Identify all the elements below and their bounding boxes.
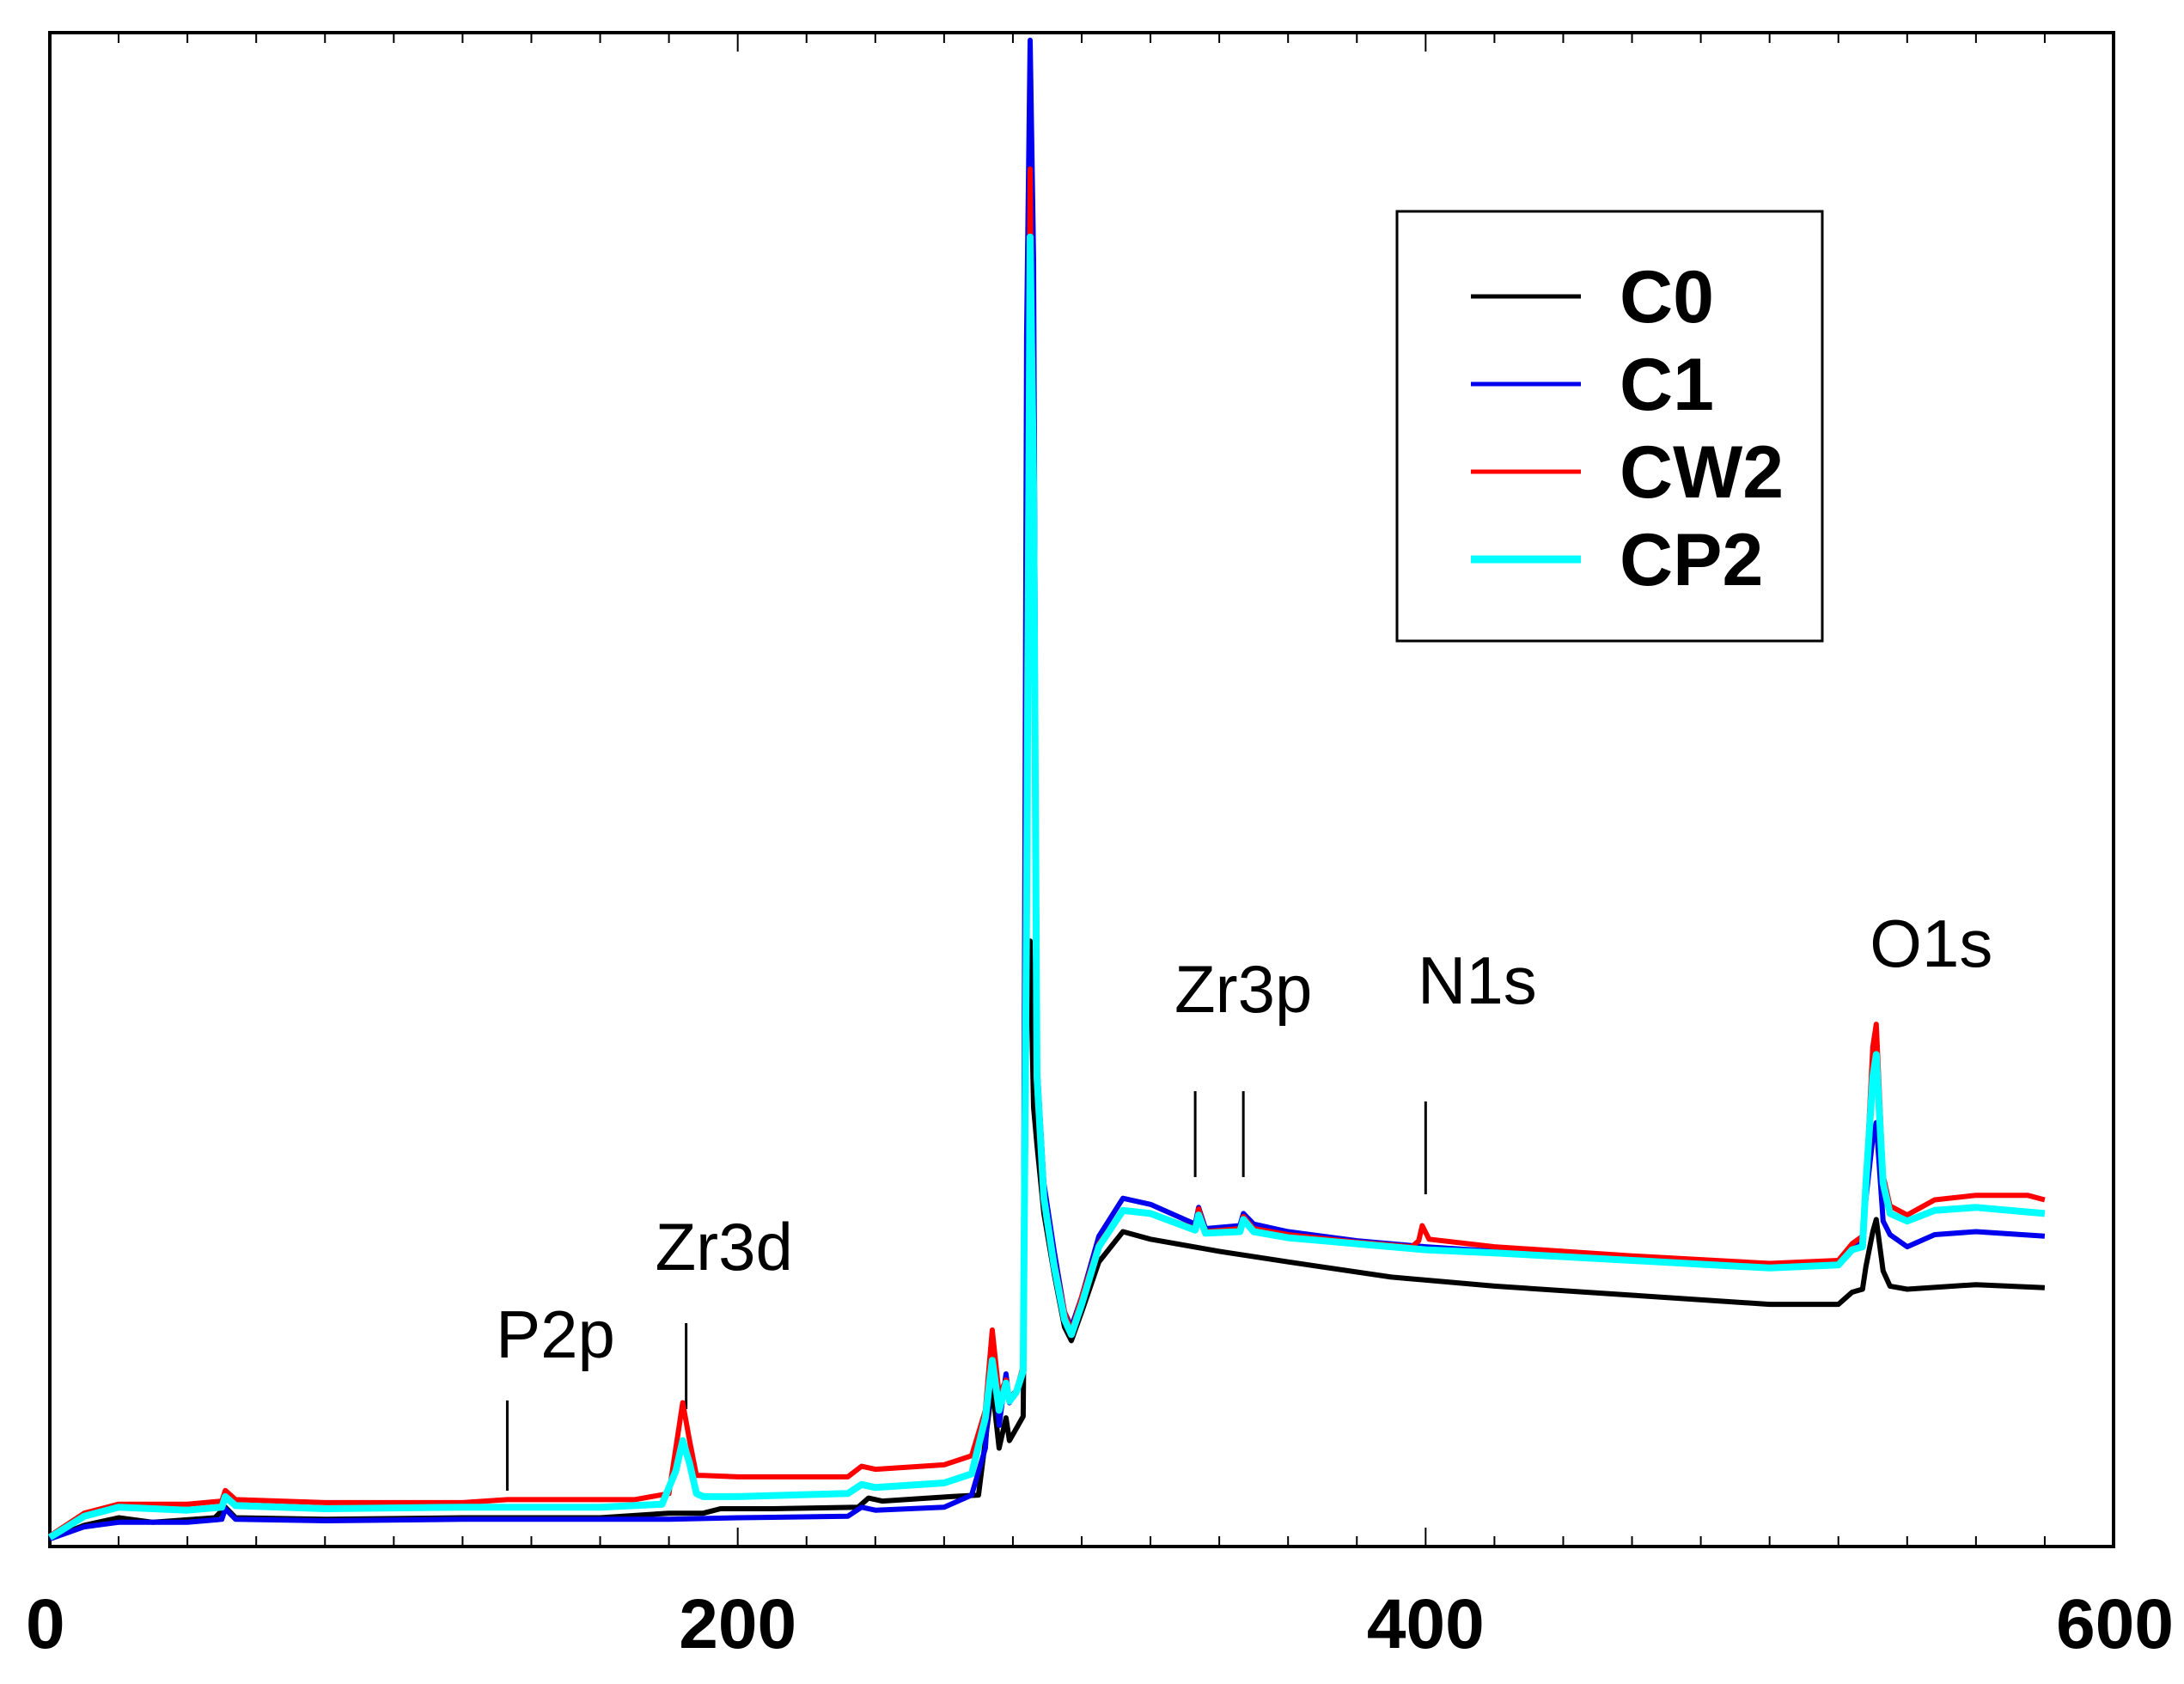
x-axis-tick-labels: 0 200 400 600 — [26, 1585, 2174, 1663]
annotation-label-zr3p: Zr3p — [1174, 951, 1312, 1027]
annotation-label-n1s: N1s — [1418, 943, 1537, 1018]
x-tick-label: 400 — [1367, 1585, 1485, 1663]
x-tick-label: 200 — [679, 1585, 796, 1663]
legend-label-cp2: CP2 — [1620, 519, 1763, 601]
series-line-cp2 — [47, 233, 2046, 1541]
annotation-label-p2p: P2p — [496, 1297, 615, 1372]
legend-label-c0: C0 — [1620, 256, 1714, 339]
legend-label-c1: C1 — [1620, 344, 1714, 426]
series-lines — [47, 37, 2046, 1542]
peak-annotations: P2p Zr3d Zr3p N1s O1s — [496, 906, 1992, 1491]
x-tick-label: 600 — [2056, 1585, 2174, 1663]
legend-label-cw2: CW2 — [1620, 431, 1784, 514]
x-tick-label: 0 — [26, 1585, 65, 1663]
annotation-label-o1s: O1s — [1870, 906, 1992, 981]
x-axis-ticks — [49, 33, 2114, 1547]
annotation-label-zr3d: Zr3d — [655, 1209, 792, 1284]
legend-box — [1395, 210, 1824, 643]
